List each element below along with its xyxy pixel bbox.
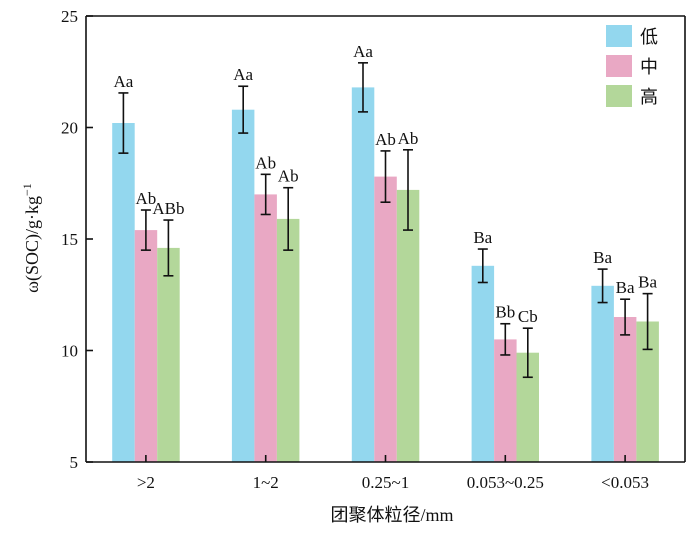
error-bar-0-1 bbox=[140, 209, 151, 251]
bar-0-2 bbox=[157, 247, 180, 462]
significance-label-0-2: ABb bbox=[152, 199, 184, 218]
error-bar-0-0 bbox=[118, 92, 129, 154]
y-axis-title-superscript: −1 bbox=[20, 183, 34, 196]
significance-label-2-0: Aa bbox=[353, 42, 373, 61]
significance-label-1-0: Aa bbox=[233, 65, 253, 84]
x-tick-label-1: 1~2 bbox=[253, 473, 279, 492]
legend-label-0: 低 bbox=[640, 27, 658, 48]
significance-label-3-1: Bb bbox=[495, 303, 515, 322]
ticks: 5 10 15 20 25 >2 1~2 0.25~1 0.053~0.25 <0.053 bbox=[61, 7, 649, 492]
significance-label-4-0: Ba bbox=[593, 248, 612, 267]
bar-2-0 bbox=[351, 87, 375, 463]
error-bar-4-0 bbox=[597, 268, 608, 304]
y-tick-label-0: 5 bbox=[70, 453, 79, 472]
legend-label-2: 高 bbox=[640, 87, 658, 108]
error-bar-3-0 bbox=[477, 248, 488, 284]
significance-label-0-1: Ab bbox=[136, 189, 157, 208]
x-tick-label-4: <0.053 bbox=[601, 473, 649, 492]
significance-label-1-2: Ab bbox=[278, 167, 299, 186]
bar-0-0 bbox=[112, 123, 135, 462]
legend-label-1: 中 bbox=[640, 57, 658, 78]
bars-layer bbox=[112, 87, 659, 463]
x-tick-label-3: 0.053~0.25 bbox=[467, 473, 544, 492]
y-tick-label-2: 15 bbox=[61, 230, 78, 249]
significance-label-4-2: Ba bbox=[638, 273, 657, 292]
error-bars-layer bbox=[118, 62, 653, 379]
y-axis-title-main: ω(SOC)/g·kg bbox=[22, 196, 43, 293]
svg-text:ω(SOC)/g·kg−1: ω(SOC)/g·kg−1 bbox=[20, 183, 43, 293]
y-tick-label-3: 20 bbox=[61, 119, 78, 138]
significance-label-0-0: Aa bbox=[113, 72, 133, 91]
error-bar-0-2 bbox=[163, 219, 174, 277]
significance-label-4-1: Ba bbox=[616, 278, 635, 297]
error-bar-1-2 bbox=[283, 186, 294, 251]
bar-3-1 bbox=[494, 339, 517, 462]
x-tick-label-0: >2 bbox=[137, 473, 155, 492]
significance-label-3-2: Cb bbox=[518, 307, 538, 326]
significance-label-1-1: Ab bbox=[255, 153, 276, 172]
significance-label-2-2: Ab bbox=[398, 129, 419, 148]
significance-label-3-0: Ba bbox=[473, 228, 492, 247]
error-bar-2-2 bbox=[403, 149, 413, 231]
legend-swatch-1 bbox=[606, 55, 632, 77]
error-bar-3-1 bbox=[500, 322, 511, 356]
y-tick-label-1: 10 bbox=[61, 342, 78, 361]
y-tick-label-4: 25 bbox=[61, 7, 78, 26]
legend-swatch-0 bbox=[606, 25, 632, 47]
error-bar-3-2 bbox=[522, 327, 533, 379]
bar-2-2 bbox=[396, 189, 420, 462]
bar-4-2 bbox=[636, 321, 659, 462]
legend: 低中高 bbox=[606, 25, 658, 108]
x-axis-title: 团聚体粒径/mm bbox=[330, 505, 453, 525]
x-tick-label-2: 0.25~1 bbox=[362, 473, 409, 492]
bar-3-0 bbox=[471, 265, 495, 462]
bar-3-2 bbox=[516, 352, 539, 462]
bar-2-1 bbox=[374, 176, 397, 462]
error-bar-2-0 bbox=[358, 62, 368, 113]
error-bar-4-1 bbox=[620, 298, 631, 336]
significance-label-2-1: Ab bbox=[375, 130, 396, 149]
error-bar-4-2 bbox=[642, 292, 653, 351]
bar-4-0 bbox=[591, 285, 614, 462]
error-bar-1-0 bbox=[238, 85, 249, 134]
bar-1-2 bbox=[276, 218, 300, 462]
bar-1-1 bbox=[254, 194, 277, 462]
bar-1-0 bbox=[231, 109, 255, 462]
legend-swatch-2 bbox=[606, 85, 632, 107]
y-axis-title: ω(SOC)/g·kg−1 bbox=[20, 183, 43, 293]
error-bar-1-1 bbox=[260, 173, 271, 216]
error-bar-2-1 bbox=[380, 150, 391, 204]
bar-4-1 bbox=[613, 317, 637, 462]
bar-0-1 bbox=[134, 230, 158, 462]
